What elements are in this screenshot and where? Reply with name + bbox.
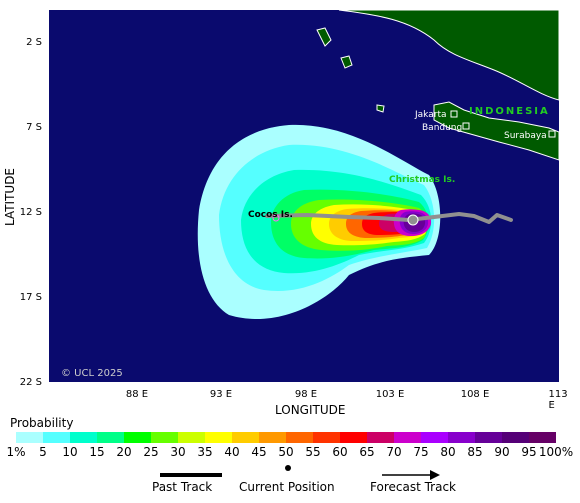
legend-swatch: [286, 432, 313, 443]
legend-tick-label: 70: [386, 445, 402, 459]
lon-tick: 98 E: [294, 389, 318, 400]
bandung-label: Bandung: [422, 123, 462, 133]
legend-swatch: [529, 432, 556, 443]
legend-swatch: [97, 432, 124, 443]
legend-tick-label: 10: [62, 445, 78, 459]
legend-tick-label: 50: [278, 445, 294, 459]
lat-tick: 22 S: [19, 377, 42, 388]
legend-swatch: [205, 432, 232, 443]
jakarta-marker: [450, 110, 458, 118]
legend-tick-label: 25: [143, 445, 159, 459]
legend-swatch: [448, 432, 475, 443]
forecast-arrow-icon: [430, 470, 440, 480]
legend-tick-label: 30: [170, 445, 186, 459]
legend-swatch: [124, 432, 151, 443]
legend-colorbar: [16, 432, 556, 443]
lat-tick: 12 S: [19, 207, 42, 218]
lat-tick: 17 S: [19, 292, 42, 303]
legend-tick-label: 80: [440, 445, 456, 459]
legend-swatch: [475, 432, 502, 443]
lat-tick: 2 S: [26, 37, 42, 48]
legend-tick-label: 55: [305, 445, 321, 459]
current-position-label: Current Position: [239, 480, 335, 494]
island-small-2: [340, 55, 353, 69]
sumatra-borneo: [338, 9, 560, 101]
jakarta-label: Jakarta: [414, 110, 446, 120]
legend-swatch: [421, 432, 448, 443]
past-track-label: Past Track: [152, 480, 213, 494]
surabaya-label: Surabaya: [504, 131, 547, 141]
legend-swatch: [232, 432, 259, 443]
copyright-label: © UCL 2025: [61, 368, 123, 379]
legend-swatch: [340, 432, 367, 443]
lon-tick: 93 E: [209, 389, 233, 400]
map-frame: INDONESIA Jakarta Bandung Surabaya Chris…: [49, 9, 560, 382]
legend-tick-label: 100%: [538, 445, 574, 459]
legend-tick-label: 75: [413, 445, 429, 459]
lon-tick: 113 E: [548, 389, 568, 411]
past-track-line: [265, 212, 513, 224]
legend-swatch: [313, 432, 340, 443]
legend-tick-label: 40: [224, 445, 240, 459]
legend-tick-label: 85: [467, 445, 483, 459]
legend-swatch: [151, 432, 178, 443]
lon-tick: 103 E: [375, 389, 405, 400]
legend-swatch: [16, 432, 43, 443]
legend-swatch: [394, 432, 421, 443]
lat-tick: 7 S: [26, 122, 42, 133]
legend-swatch: [367, 432, 394, 443]
legend-tick-label: 1%: [6, 445, 26, 459]
lon-tick: 88 E: [125, 389, 149, 400]
legend-swatch: [259, 432, 286, 443]
island-small-3: [376, 104, 385, 113]
legend-tick-label: 15: [89, 445, 105, 459]
legend-tick-label: 95: [521, 445, 537, 459]
legend-tick-label: 35: [197, 445, 213, 459]
legend-swatch: [43, 432, 70, 443]
legend-tick-label: 45: [251, 445, 267, 459]
legend-tick-label: 65: [359, 445, 375, 459]
current-position-marker: [407, 214, 419, 226]
lon-tick: 108 E: [460, 389, 490, 400]
surabaya-marker: [548, 130, 556, 138]
legend-tick-label: 5: [39, 445, 47, 459]
legend-swatch: [502, 432, 529, 443]
probability-map: INDONESIA Jakarta Bandung Surabaya Chris…: [49, 9, 560, 382]
cocos-marker: [272, 214, 280, 222]
current-position-symbol: [285, 465, 291, 471]
legend-tick-label: 60: [332, 445, 348, 459]
latitude-axis-title: LATITUDE: [3, 167, 17, 227]
christmas-label: Christmas Is.: [389, 175, 455, 185]
track-key-symbols: [160, 465, 440, 480]
island-small-1: [316, 27, 332, 47]
legend-swatch: [178, 432, 205, 443]
legend-tick-label: 20: [116, 445, 132, 459]
forecast-track-label: Forecast Track: [370, 480, 456, 494]
bandung-marker: [462, 122, 470, 130]
legend-tick-label: 90: [494, 445, 510, 459]
indonesia-label: INDONESIA: [469, 106, 550, 117]
cocos-label: Cocos Is.: [248, 210, 293, 220]
longitude-axis-title: LONGITUDE: [275, 403, 346, 417]
legend-title: Probability: [10, 416, 74, 430]
legend-swatch: [70, 432, 97, 443]
land: [316, 9, 560, 161]
